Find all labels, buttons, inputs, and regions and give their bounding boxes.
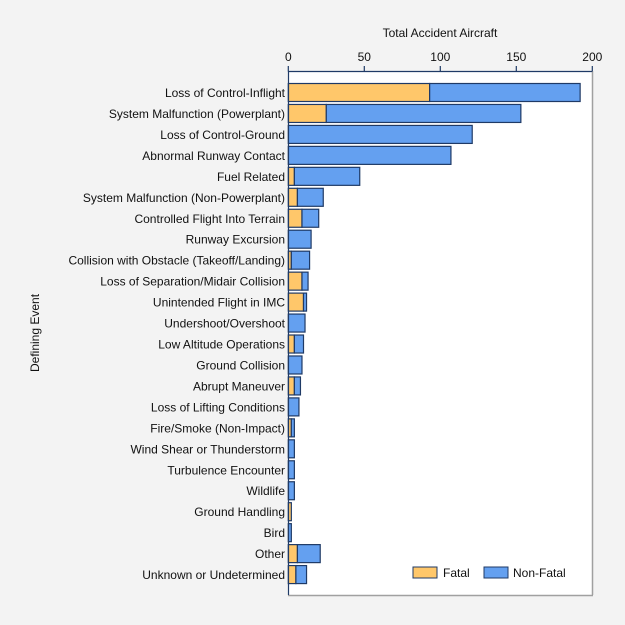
category-label: Loss of Separation/Midair Collision — [100, 275, 285, 289]
x-tick-label: 0 — [285, 50, 292, 64]
bar-non-fatal — [287, 439, 295, 459]
legend-label-non-fatal: Non-Fatal — [513, 566, 566, 580]
category-label: Wind Shear or Thunderstorm — [130, 442, 285, 456]
bar-non-fatal — [301, 208, 320, 228]
bar-fatal — [287, 292, 305, 312]
bar-fatal — [287, 82, 431, 103]
bar-non-fatal — [296, 187, 324, 207]
bar-fatal — [287, 544, 299, 564]
x-tick-label: 100 — [430, 50, 450, 64]
category-label: Loss of Lifting Conditions — [151, 400, 285, 414]
category-label: Undershoot/Overshoot — [164, 317, 285, 331]
category-label: Abnormal Runway Contact — [142, 149, 285, 163]
bar-non-fatal — [325, 103, 522, 124]
category-labels: Loss of Control-Inflight System Malfuncti… — [68, 86, 285, 582]
category-label: Low Altitude Operations — [158, 338, 285, 352]
category-label: Unintended Flight in IMC — [153, 296, 285, 310]
category-label: Loss of Control-Ground — [160, 128, 285, 142]
bar-fatal — [287, 564, 297, 585]
legend: Fatal Non-Fatal — [412, 566, 566, 580]
x-tick-label: 200 — [582, 50, 602, 64]
category-label: Abrupt Maneuver — [193, 379, 285, 393]
bar-non-fatal — [290, 418, 295, 438]
category-label: Collision with Obstacle (Takeoff/Landing… — [68, 254, 285, 268]
bar-non-fatal — [287, 124, 473, 145]
bar-fatal — [287, 334, 295, 354]
category-label: Turbulence Encounter — [167, 463, 285, 477]
x-tick-label: 50 — [358, 50, 372, 64]
category-label: Fuel Related — [217, 170, 285, 184]
bar-non-fatal — [290, 250, 311, 270]
legend-label-fatal: Fatal — [443, 566, 470, 580]
category-label: Ground Handling — [194, 505, 285, 519]
category-label: Runway Excursion — [186, 233, 285, 247]
bar-non-fatal — [287, 145, 452, 165]
bar-non-fatal — [287, 460, 295, 480]
category-label: Bird — [264, 526, 285, 540]
category-label: Ground Collision — [196, 358, 285, 372]
x-axis-title: Total Accident Aircraft — [383, 26, 498, 40]
bar-fatal — [287, 208, 303, 228]
bar-fatal — [287, 376, 295, 396]
bar-non-fatal — [287, 313, 306, 333]
bar-non-fatal — [302, 292, 308, 312]
y-axis-title: Defining Event — [28, 293, 42, 372]
x-axis: 0 50 100 150 200 — [285, 50, 603, 72]
legend-swatch-fatal — [412, 566, 438, 579]
bar-fatal — [287, 166, 295, 186]
category-label: Other — [255, 547, 285, 561]
bar-non-fatal — [295, 564, 308, 585]
bar-fatal — [287, 187, 299, 207]
bar-non-fatal — [287, 481, 295, 501]
bar-fatal — [287, 271, 303, 291]
legend-swatch-non-fatal — [483, 566, 509, 579]
category-label: System Malfunction (Non-Powerplant) — [83, 191, 285, 205]
bar-non-fatal — [296, 544, 321, 564]
bar-non-fatal — [287, 397, 300, 417]
bar-non-fatal — [429, 82, 581, 103]
bars — [287, 82, 581, 585]
bar-non-fatal — [301, 271, 309, 291]
category-label: Unknown or Undetermined — [142, 568, 285, 582]
category-label: Loss of Control-Inflight — [165, 86, 286, 100]
bar-fatal — [287, 103, 327, 124]
bar-non-fatal — [287, 355, 303, 375]
category-label: Fire/Smoke (Non-Impact) — [150, 421, 285, 435]
bar-non-fatal — [293, 334, 305, 354]
bar-non-fatal — [287, 229, 312, 249]
x-tick-label: 150 — [506, 50, 526, 64]
category-label: System Malfunction (Powerplant) — [109, 107, 285, 121]
category-label: Controlled Flight Into Terrain — [134, 212, 285, 226]
bar-non-fatal — [293, 166, 361, 186]
bar-non-fatal — [293, 376, 302, 396]
category-label: Wildlife — [246, 484, 285, 498]
